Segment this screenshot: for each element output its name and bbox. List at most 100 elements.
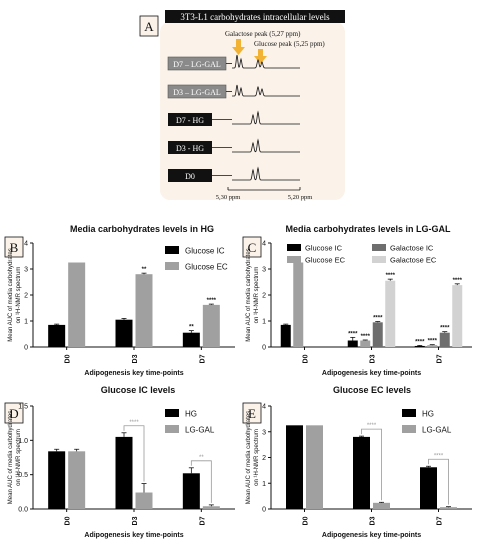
nmr-spectrum-line-2	[232, 110, 300, 125]
chart-c-bar-s1-c1	[360, 340, 371, 347]
galactose-peak-label: Galactose peak (5,27 ppm)	[225, 30, 301, 38]
chart-c-legend-swatch-1	[287, 256, 301, 263]
chart-d-y-tick-label-0: 0.0	[18, 507, 28, 514]
chart-d-y-tick-label-2: 1.0	[18, 438, 28, 445]
chart-c-ylabel-line-0: Mean AUC of media carbohydrates	[246, 248, 252, 341]
chart-b-legend-label-1: Glucose EC	[185, 263, 228, 272]
chart-d-legend-label-0: HG	[185, 410, 197, 419]
svg-text:E: E	[248, 406, 256, 421]
chart-b-x-tick-label-0: D0	[65, 354, 72, 363]
chart-c-sig-label-s0-c2: ****	[415, 339, 425, 345]
chart-c-bar-s0-c0	[280, 324, 291, 347]
chart-e-y-tick-label-0: 0	[262, 507, 266, 514]
chart-d-bar-s0-c2	[182, 473, 200, 509]
panel-label-b: B	[4, 236, 24, 258]
chart-e-xlabel: Adipogenesis key time-points	[322, 532, 421, 539]
chart-d-bar-s1-c2	[202, 506, 220, 509]
chart-b-x-tick-label-1: D3	[132, 354, 139, 363]
chart-e-ylabel-line-0: Mean AUC of media carbohydrates	[246, 411, 252, 504]
chart-b-y-tick-label-3: 3	[24, 267, 28, 274]
chart-c-y-tick-label-4: 4	[262, 241, 266, 248]
chart-d-bracket-label-1: **	[199, 455, 204, 461]
chart-c-y-tick-label-2: 2	[262, 293, 266, 300]
chart-e-bracket-0	[361, 428, 382, 501]
chart-b-y-tick-label-1: 1	[24, 319, 28, 326]
chart-b-bar-s0-c1	[115, 319, 133, 347]
nmr-spectrum-line-3	[232, 138, 300, 153]
chart-b-y-tick-label-4: 4	[24, 241, 28, 248]
chart-b-x-tick-label-2: D7	[199, 354, 206, 363]
panel-label-d: D	[4, 402, 24, 424]
svg-text:B: B	[10, 240, 19, 255]
chart-d-bar-s0-c1	[115, 436, 133, 509]
chart-c-sig-label-s0-c1: ****	[348, 331, 358, 337]
chart-e-bar-s1-c0	[306, 425, 323, 509]
chart-b-legend-label-0: Glucose IC	[185, 247, 225, 256]
chart-e-legend-label-1: LG-GAL	[422, 426, 452, 435]
chart-c-bar-s1-c2	[427, 345, 438, 347]
chart-c-bar-s0-c1	[347, 340, 358, 347]
chart-e-legend-swatch-0	[402, 409, 416, 417]
chart-b-xlabel: Adipogenesis key time-points	[84, 370, 183, 377]
chart-e-bar-s0-c1	[353, 436, 370, 509]
chart-b-bar-s0-c0	[48, 324, 66, 347]
chart-e-y-tick-label-2: 2	[262, 455, 266, 462]
chart-b-legend-swatch-1	[165, 262, 179, 270]
chart-c-legend-swatch-0	[287, 244, 301, 251]
chart-e-ylabel-line-1: on ¹H-NMR spectrum	[254, 429, 260, 486]
chart-b-bar-s0-c2	[182, 332, 200, 347]
chart-c: Media carbohydrates levels in LG-GAL Mean…	[246, 224, 472, 377]
chart-b-bar-s1-c1	[135, 274, 153, 347]
chart-c-bar-s2-c1	[372, 322, 383, 347]
chart-d-bar-s1-c0	[68, 451, 86, 509]
chart-d-bracket-1	[190, 460, 212, 503]
glucose-peak-label: Glucose peak (5,25 ppm)	[254, 40, 325, 48]
chart-e-legend-swatch-1	[402, 425, 416, 433]
chart-b-bar-s1-c2	[202, 304, 220, 347]
chart-c-sig-label-s1-c2: ****	[428, 339, 438, 345]
chart-c-sig-label-s1-c1: ****	[361, 334, 371, 340]
glucose-arrow-icon	[254, 49, 267, 64]
chart-e-y-tick-label-4: 4	[262, 404, 266, 411]
nmr-row-box-d7-hg	[168, 113, 212, 126]
chart-e-bar-s0-c2	[420, 467, 437, 509]
chart-b-sig-label-s1-c1: **	[142, 267, 147, 273]
chart-c-xlabel: Adipogenesis key time-points	[322, 370, 421, 377]
panel-label-c: C	[242, 236, 262, 258]
nmr-axis-tick-label-right: 5,20 ppm	[288, 194, 313, 201]
chart-c-x-tick-label-2: D7	[437, 354, 444, 363]
chart-d-y-tick-label-1: 0.5	[18, 472, 28, 479]
chart-e-bracket-label-0: ****	[367, 423, 377, 429]
nmr-row-label-d3-hg: D3 - HG	[176, 144, 204, 153]
galactose-arrow-icon	[232, 39, 245, 55]
chart-c-sig-label-s3-c2: ****	[453, 278, 463, 284]
chart-b-title: Media carbohydrates levels in HG	[70, 224, 214, 234]
nmr-axis-tick-label-left: 5,30 ppm	[216, 194, 241, 201]
chart-e-bracket-label-1: ****	[434, 453, 444, 459]
svg-text:D: D	[9, 406, 18, 421]
chart-b-ylabel-line-0: Mean AUC of media carbohydrates	[8, 248, 14, 341]
chart-c-bar-s1-c0	[293, 262, 304, 347]
chart-c-legend-label-3: Galactose EC	[390, 256, 437, 265]
panel-label-a: A	[139, 15, 159, 37]
chart-d-bar-s1-c1	[135, 492, 153, 509]
chart-e-bar-s1-c1	[373, 502, 390, 509]
chart-d-x-tick-label-2: D7	[199, 516, 206, 525]
chart-c-x-tick-label-1: D3	[370, 354, 377, 363]
chart-d-xlabel: Adipogenesis key time-points	[84, 532, 183, 539]
nmr-row-label-d7-hg: D7 - HG	[176, 116, 204, 125]
chart-e-x-tick-label-0: D0	[303, 516, 310, 525]
chart-d-bar-s0-c0	[48, 451, 66, 509]
nmr-panel: 3T3-L1 carbohydrates intracellular level…	[160, 10, 345, 201]
chart-d-bracket-label-0: ****	[129, 420, 139, 426]
chart-b-y-tick-label-2: 2	[24, 293, 28, 300]
chart-d-title: Glucose IC levels	[101, 385, 176, 395]
chart-e-legend-label-0: HG	[422, 410, 434, 419]
chart-c-bar-s2-c2	[439, 332, 450, 347]
chart-c-legend-swatch-3	[372, 256, 386, 263]
chart-d-bracket-0	[123, 425, 145, 482]
chart-b-y-tick-label-0: 0	[24, 345, 28, 352]
chart-c-legend-label-2: Galactose IC	[390, 244, 434, 253]
chart-d-ylabel-line-1: on ¹H-NMR spectrum	[16, 429, 22, 486]
chart-c-title: Media carbohydrates levels in LG-GAL	[285, 224, 451, 234]
